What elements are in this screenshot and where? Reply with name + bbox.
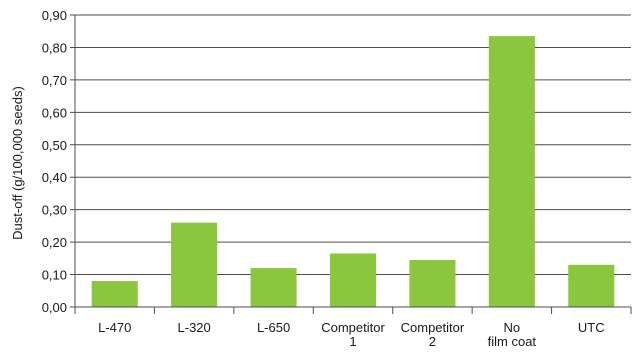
- y-tick-label: 0,70: [42, 73, 67, 88]
- labels: 0,00 0,10 0,20 0,30 0,40 0,50 0,60 0,70 0,80 0,90…: [42, 8, 605, 349]
- bar: [568, 264, 615, 307]
- y-tick-label: 0,00: [42, 300, 67, 315]
- x-tick-label: 2: [429, 334, 436, 349]
- bar: [409, 259, 456, 307]
- x-tick-label: Competitor: [401, 320, 465, 335]
- bar: [488, 36, 535, 307]
- grid-lines: [70, 14, 631, 308]
- axes: [74, 15, 632, 314]
- y-tick-label: 0,30: [42, 203, 67, 218]
- x-tick-label: Competitor: [321, 320, 385, 335]
- y-tick-label: 0,20: [42, 235, 67, 250]
- x-tick-label: 1: [349, 334, 356, 349]
- y-tick-label: 0,50: [42, 138, 67, 153]
- y-tick-label: 0,40: [42, 170, 67, 185]
- x-tick-label: No: [504, 320, 521, 335]
- y-tick-label: 0,10: [42, 268, 67, 283]
- y-axis-title: Dust-off (g/100,000 seeds): [10, 86, 25, 240]
- x-tick-label: L-470: [98, 320, 131, 335]
- bar: [250, 268, 297, 307]
- bar: [329, 253, 377, 307]
- bars: [91, 36, 615, 307]
- x-tick-label: film coat: [488, 334, 537, 349]
- bar: [91, 281, 138, 307]
- y-tick-label: 0,60: [42, 105, 67, 120]
- x-tick-label: L-650: [257, 320, 290, 335]
- x-tick-label: UTC: [578, 320, 605, 335]
- x-tick-label: L-320: [178, 320, 211, 335]
- bar: [171, 222, 218, 307]
- y-tick-label: 0,80: [42, 40, 67, 55]
- y-tick-label: 0,90: [42, 8, 67, 23]
